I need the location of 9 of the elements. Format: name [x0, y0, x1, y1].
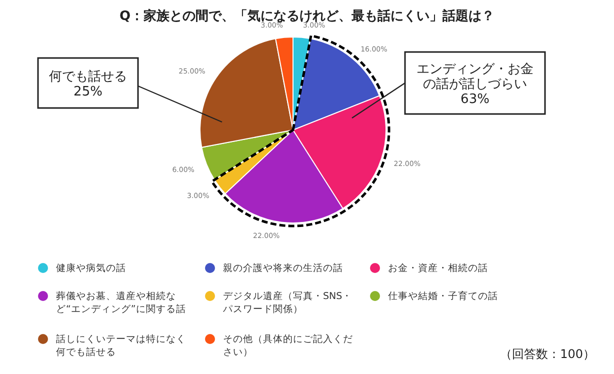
- legend-label: 親の介護や将来の生活の話: [222, 262, 344, 275]
- legend-label: デジタル遺産（写真・SNS・パスワード関係）: [222, 290, 354, 316]
- legend-label: 葬儀やお墓、遺産や相続など“エンディング”に関する話: [55, 290, 187, 316]
- legend-label: その他（具体的にご記入ください）: [222, 333, 354, 359]
- text: （回答数：100）: [500, 347, 595, 361]
- legend-label: 話しにくいテーマは特になく何でも話せる: [55, 333, 187, 359]
- legend-label: 健康や病気の話: [55, 262, 127, 275]
- legend-label: 仕事や結婚・子育ての話: [387, 290, 499, 303]
- legend-label: お金・資産・相続の話: [387, 262, 489, 275]
